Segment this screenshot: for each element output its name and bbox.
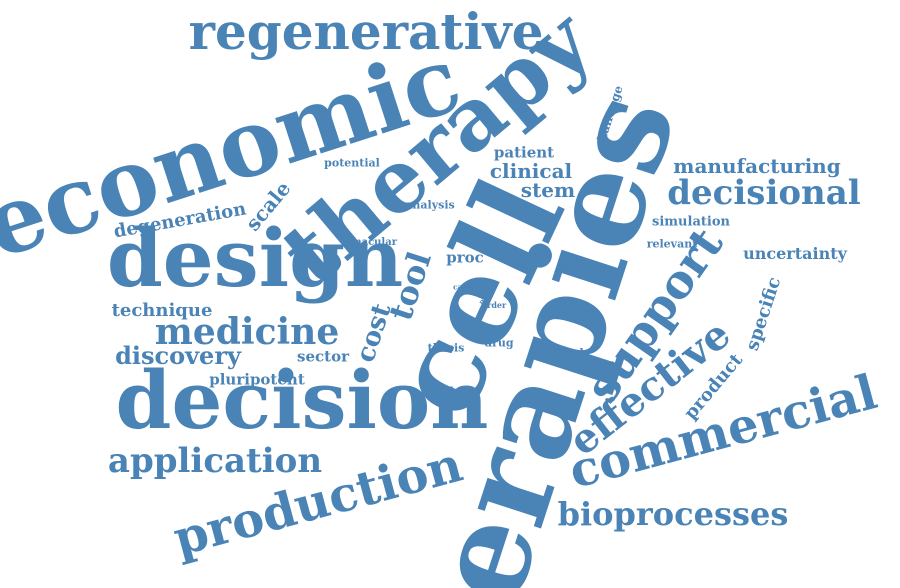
word-relevant: relevant — [646, 237, 698, 251]
word-discovery: discovery — [115, 341, 241, 370]
word-optimal: optimal — [536, 346, 584, 360]
word-proc: proc — [446, 248, 484, 267]
word-decision: decision — [115, 353, 489, 447]
word-potential: potential — [324, 156, 380, 170]
word-carlo: carlo — [453, 282, 473, 292]
word-technique: technique — [111, 300, 213, 321]
word-application: application — [107, 441, 323, 481]
word-order: order — [481, 300, 507, 310]
word-uncertainty: uncertainty — [743, 244, 847, 263]
word-regenerative: regenerative — [188, 2, 544, 61]
word-thesis: thesis — [427, 341, 465, 355]
word-simulation: simulation — [652, 214, 730, 230]
word-macular: macular — [351, 237, 397, 248]
word-pluripotent: pluripotent — [209, 370, 305, 389]
word-bioprocesses: bioprocesses — [557, 495, 789, 533]
word-analysis: analysis — [405, 198, 455, 212]
word-stem: stem — [520, 178, 576, 202]
word-specific: specific — [741, 274, 786, 354]
word-drug: drug — [484, 336, 514, 350]
word-clinical: clinical — [489, 159, 573, 183]
word-sector: sector — [297, 347, 349, 366]
word-medicine: medicine — [154, 311, 340, 353]
word-decisional: decisional — [667, 173, 861, 213]
word-manufacturing: manufacturing — [673, 154, 841, 178]
word-patient: patient — [493, 143, 555, 162]
word-design: design — [106, 211, 404, 305]
